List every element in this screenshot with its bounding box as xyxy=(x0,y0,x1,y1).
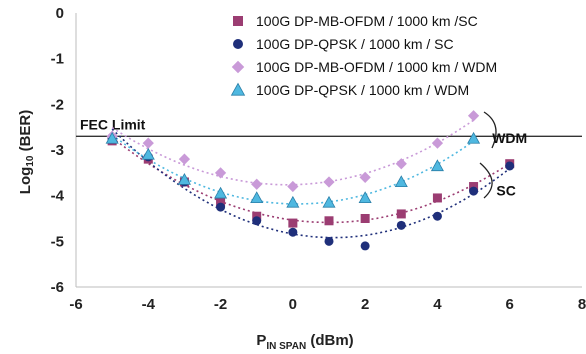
data-point xyxy=(394,175,408,188)
legend-marker xyxy=(233,16,243,26)
data-point xyxy=(432,193,442,203)
data-point xyxy=(216,198,226,208)
data-point xyxy=(105,131,119,144)
y-tick-label: -2 xyxy=(51,96,64,113)
x-tick-label: -6 xyxy=(69,296,82,313)
data-point xyxy=(287,180,299,193)
legend-label: 100G DP-QPSK / 1000 km / WDM xyxy=(256,82,469,98)
data-point xyxy=(395,158,407,170)
fec-limit-label: FEC Limit xyxy=(80,116,146,132)
y-axis-title: Log10 (BER) xyxy=(17,110,36,194)
legend-label: 100G DP-MB-OFDM / 1000 km /SC xyxy=(256,13,478,29)
x-tick-label: -4 xyxy=(142,296,156,313)
data-point xyxy=(216,202,226,212)
x-tick-label: 2 xyxy=(361,296,369,313)
wdm-bracket xyxy=(483,111,497,149)
data-point xyxy=(396,220,406,230)
data-point xyxy=(214,186,228,199)
data-point xyxy=(252,211,262,221)
x-tick-label: 4 xyxy=(433,296,442,313)
data-point xyxy=(250,191,264,204)
data-markers xyxy=(105,110,515,251)
data-point xyxy=(251,178,263,190)
data-point xyxy=(469,186,479,196)
data-point xyxy=(286,195,300,208)
y-tick-label: -1 xyxy=(51,51,64,68)
data-point xyxy=(177,173,191,185)
data-point xyxy=(324,216,334,226)
data-point xyxy=(288,227,298,237)
tick-labels: -6 -4 -2 0 2 4 6 8 0 -1 -2 -3 -4 -5 -6 xyxy=(51,5,586,313)
data-point xyxy=(288,218,298,228)
sc-bracket xyxy=(479,162,493,199)
y-tick-label: -4 xyxy=(51,188,65,205)
sc-label: SC xyxy=(496,183,515,199)
data-point xyxy=(467,110,480,122)
legend: 100G DP-MB-OFDM / 1000 km /SC 100G DP-QPS… xyxy=(218,6,564,106)
data-point xyxy=(142,137,154,149)
data-point xyxy=(431,137,444,149)
data-point xyxy=(360,214,370,223)
wdm-label: WDM xyxy=(492,130,527,146)
plot-frame xyxy=(75,13,582,288)
legend-marker xyxy=(230,82,246,96)
legend-marker xyxy=(233,39,243,49)
legend-background xyxy=(218,6,564,106)
x-tick-label: -2 xyxy=(214,296,227,313)
y-tick-label: -3 xyxy=(51,142,64,159)
fit-curve xyxy=(111,136,511,224)
data-point xyxy=(323,176,335,188)
data-point xyxy=(141,147,155,160)
legend-marker xyxy=(231,60,245,74)
data-point xyxy=(252,216,262,226)
data-point xyxy=(396,209,406,219)
x-tick-label: 8 xyxy=(578,296,586,313)
x-axis-title: PIN SPAN (dBm) xyxy=(256,332,353,352)
data-point xyxy=(359,171,371,184)
y-tick-label: -5 xyxy=(51,233,64,250)
data-point xyxy=(358,191,372,204)
y-tick-label: 0 xyxy=(56,5,64,22)
data-point xyxy=(505,161,515,171)
legend-label: 100G DP-MB-OFDM / 1000 km / WDM xyxy=(256,59,497,75)
y-tick-label: -6 xyxy=(51,279,64,296)
data-point xyxy=(469,182,479,192)
data-point xyxy=(467,131,481,144)
x-tick-label: 6 xyxy=(506,296,514,313)
data-point xyxy=(178,153,191,165)
data-point xyxy=(214,167,227,179)
data-point xyxy=(432,211,442,221)
annotations: WDM SC xyxy=(479,111,527,199)
fec-limit-group: FEC Limit xyxy=(76,116,582,137)
data-point xyxy=(360,241,370,251)
data-point xyxy=(322,195,336,208)
data-point xyxy=(430,159,444,172)
legend-label: 100G DP-QPSK / 1000 km / SC xyxy=(256,36,454,52)
x-tick-label: 0 xyxy=(289,296,297,313)
data-point xyxy=(324,236,334,246)
